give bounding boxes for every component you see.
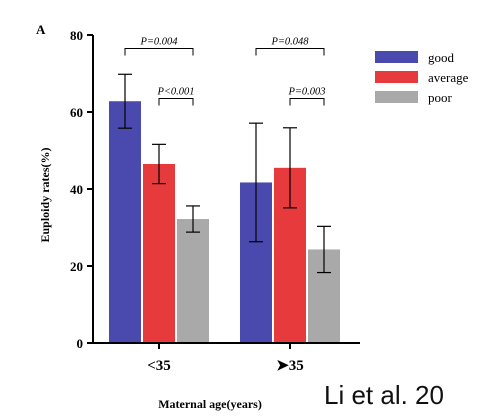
significance-label-3: P=0.003 xyxy=(287,87,325,98)
panel-label: A xyxy=(36,22,46,37)
x-axis-title: Maternal age(years) xyxy=(158,397,262,411)
significance-label-2: P=0.048 xyxy=(270,36,309,47)
significance-bracket-0 xyxy=(124,47,194,56)
significance-bracket-2 xyxy=(255,47,325,56)
y-tick-label-40: 40 xyxy=(70,182,83,197)
y-axis-title: Euploidy rates(%) xyxy=(38,147,52,242)
y-tick-label-80: 80 xyxy=(70,28,83,43)
y-tick-label-20: 20 xyxy=(70,259,83,274)
legend-swatch-good xyxy=(375,51,418,63)
significance-bracket-3 xyxy=(289,98,325,106)
legend-label-good: good xyxy=(428,50,455,65)
citation-text: Li et al. 20 xyxy=(324,380,444,410)
legend-swatch-poor xyxy=(375,91,418,103)
bar-average-0 xyxy=(143,163,175,343)
legend-label-average: average xyxy=(428,70,469,85)
significance-label-1: P<0.001 xyxy=(156,87,194,98)
legend-label-poor: poor xyxy=(428,90,453,105)
significance-label-0: P=0.004 xyxy=(139,36,178,47)
y-tick-label-60: 60 xyxy=(70,105,83,120)
bar-poor-0 xyxy=(177,219,209,343)
legend-swatch-average xyxy=(375,71,418,83)
significance-bracket-1 xyxy=(158,98,194,106)
bar-good-0 xyxy=(109,101,141,343)
x-tick-label-0: <35 xyxy=(147,358,171,374)
x-tick-label-1: ➤35 xyxy=(276,358,304,374)
y-tick-label-0: 0 xyxy=(77,336,84,351)
